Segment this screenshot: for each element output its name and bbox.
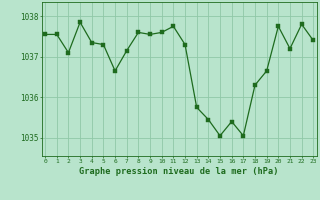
X-axis label: Graphe pression niveau de la mer (hPa): Graphe pression niveau de la mer (hPa) xyxy=(79,167,279,176)
